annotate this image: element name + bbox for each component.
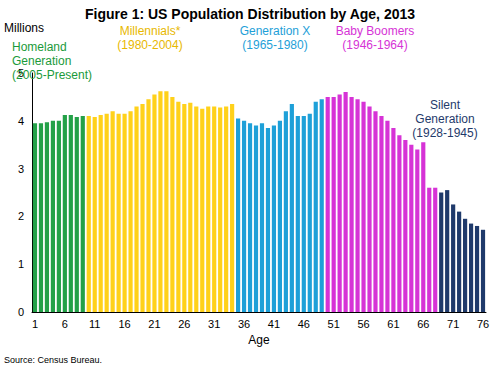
svg-text:61: 61 (387, 318, 399, 330)
svg-text:21: 21 (148, 318, 160, 330)
svg-text:4: 4 (18, 115, 24, 127)
svg-text:1: 1 (18, 258, 24, 270)
svg-text:Silent: Silent (430, 98, 461, 112)
svg-text:Figure 1: US Population Distri: Figure 1: US Population Distribution by … (85, 6, 415, 22)
svg-text:Generation: Generation (415, 112, 474, 126)
svg-text:56: 56 (357, 318, 369, 330)
svg-text:2: 2 (18, 210, 24, 222)
svg-text:Millions: Millions (4, 21, 44, 35)
svg-text:1: 1 (32, 318, 38, 330)
svg-text:Homeland: Homeland (12, 40, 67, 54)
svg-text:36: 36 (238, 318, 250, 330)
svg-text:(2005-Present): (2005-Present) (12, 68, 92, 82)
svg-text:11: 11 (89, 318, 100, 330)
svg-text:0: 0 (18, 306, 24, 318)
svg-text:76: 76 (477, 318, 489, 330)
svg-text:(1946-1964): (1946-1964) (342, 38, 407, 52)
svg-text:Generation X: Generation X (240, 24, 311, 38)
svg-text:(1980-2004): (1980-2004) (117, 38, 182, 52)
svg-text:66: 66 (417, 318, 429, 330)
svg-text:26: 26 (178, 318, 190, 330)
svg-text:71: 71 (447, 318, 459, 330)
svg-text:41: 41 (268, 318, 280, 330)
svg-text:Baby Boomers: Baby Boomers (336, 24, 415, 38)
svg-text:Age: Age (248, 333, 270, 347)
svg-text:6: 6 (62, 318, 68, 330)
svg-text:(1965-1980): (1965-1980) (242, 38, 307, 52)
svg-text:Source: Census Bureau.: Source: Census Bureau. (4, 355, 102, 365)
svg-text:3: 3 (18, 163, 24, 175)
svg-text:Millennials*: Millennials* (120, 24, 181, 38)
svg-text:Generation: Generation (12, 54, 71, 68)
svg-text:(1928-1945): (1928-1945) (412, 126, 477, 140)
svg-text:31: 31 (208, 318, 220, 330)
svg-text:16: 16 (118, 318, 130, 330)
svg-text:46: 46 (298, 318, 310, 330)
svg-text:51: 51 (328, 318, 340, 330)
